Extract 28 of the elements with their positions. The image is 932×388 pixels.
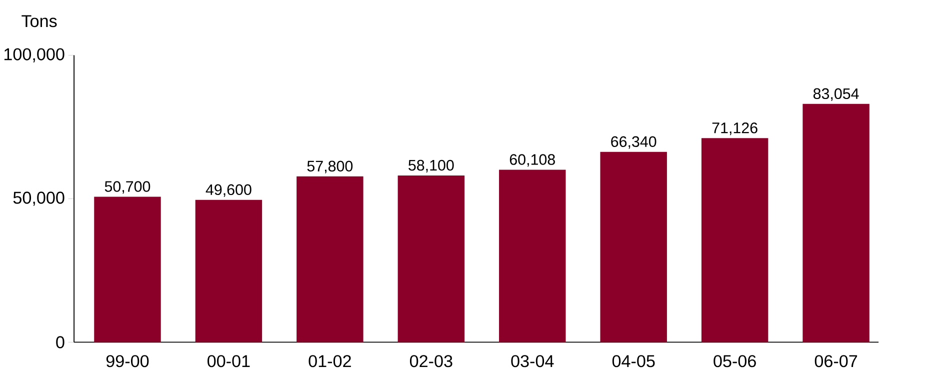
x-tick-label: 01-02 — [308, 355, 351, 368]
bar — [94, 196, 161, 342]
bar — [802, 104, 870, 342]
bar — [600, 152, 667, 342]
bar — [398, 176, 465, 342]
y-tick-label: 100,000 — [4, 48, 64, 62]
bar — [296, 176, 364, 342]
x-tick-label: 05-06 — [714, 355, 756, 368]
data-label: 66,340 — [611, 136, 656, 149]
data-label: 83,054 — [813, 88, 859, 101]
y-tick-label: 50,000 — [13, 192, 64, 206]
x-tick-label: 06-07 — [814, 355, 858, 368]
x-tick-label: 03-04 — [511, 355, 554, 368]
bar — [701, 138, 768, 342]
bar — [499, 170, 566, 342]
x-tick-label: 00-01 — [208, 355, 250, 368]
data-label: 71,126 — [712, 122, 758, 136]
y-tick-label: 0 — [56, 336, 64, 348]
data-label: 58,100 — [408, 160, 454, 172]
data-label: 49,600 — [206, 184, 252, 197]
y-axis-title: Tons — [22, 15, 57, 28]
data-label: 57,800 — [307, 160, 353, 174]
x-tick-label: 04-05 — [612, 355, 655, 368]
bar — [195, 200, 262, 342]
data-label: 60,108 — [510, 154, 555, 167]
x-tick-label: 02-03 — [410, 355, 452, 368]
x-tick-label: 99-00 — [106, 355, 149, 368]
data-label: 50,700 — [104, 181, 150, 194]
